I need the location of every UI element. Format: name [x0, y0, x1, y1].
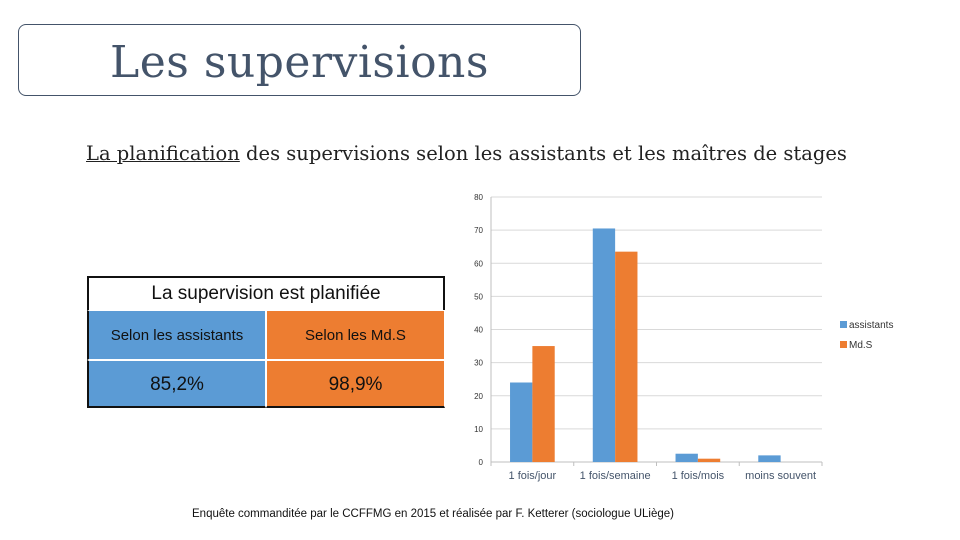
- y-tick-label: 10: [474, 425, 483, 434]
- title-box: Les supervisions: [18, 24, 581, 96]
- bar-assistants: [510, 382, 533, 462]
- y-tick-label: 50: [474, 292, 483, 301]
- x-category-label: moins souvent: [745, 470, 816, 482]
- y-tick-label: 60: [474, 259, 483, 268]
- table-header: La supervision est planifiée: [87, 276, 445, 310]
- legend-swatch: [840, 341, 847, 348]
- y-tick-label: 80: [474, 193, 483, 202]
- table-row-labels: Selon les assistants Selon les Md.S: [87, 310, 445, 360]
- bar-assistants: [592, 228, 616, 462]
- y-tick-label: 20: [474, 392, 483, 401]
- bar-md-s: [532, 346, 555, 462]
- table-cell-mds-value: 98,9%: [266, 360, 445, 408]
- y-tick-label: 70: [474, 226, 483, 235]
- slide-subtitle: La planification des supervisions selon …: [86, 142, 946, 165]
- legend-label: assistants: [849, 320, 893, 331]
- x-category-label: 1 fois/mois: [672, 470, 725, 482]
- bar-md-s: [697, 458, 721, 462]
- slide-title: Les supervisions: [110, 37, 489, 88]
- x-category-label: 1 fois/semaine: [580, 470, 651, 482]
- bar-assistants: [675, 453, 698, 462]
- footer-source: Enquête commanditée par le CCFFMG en 201…: [192, 508, 674, 520]
- y-tick-label: 40: [474, 326, 483, 335]
- x-category-label: 1 fois/jour: [509, 470, 557, 482]
- subtitle-rest: des supervisions selon les assistants et…: [239, 142, 847, 165]
- bar-assistants: [758, 455, 781, 462]
- y-tick-label: 0: [479, 458, 484, 467]
- legend-label: Md.S: [849, 340, 873, 351]
- planification-table: La supervision est planifiée Selon les a…: [87, 276, 445, 408]
- table-cell-assistants-value: 85,2%: [87, 360, 266, 408]
- y-tick-label: 30: [474, 359, 483, 368]
- bar-md-s: [615, 251, 638, 462]
- legend-swatch: [840, 321, 847, 328]
- table-cell-assistants-label: Selon les assistants: [87, 310, 266, 360]
- subtitle-underlined: La planification: [86, 142, 240, 165]
- table-row-values: 85,2% 98,9%: [87, 360, 445, 408]
- table-cell-mds-label: Selon les Md.S: [266, 310, 445, 360]
